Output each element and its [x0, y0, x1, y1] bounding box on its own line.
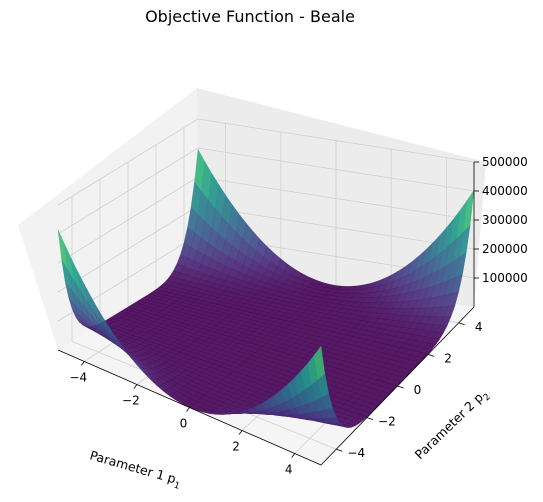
- back-wall-grid-z: [197, 176, 475, 221]
- y-tick-mark: [427, 354, 435, 357]
- back-wall-grid-z: [197, 205, 475, 250]
- back-wall-grid-z: [197, 147, 475, 192]
- surface-mesh: [57, 148, 475, 428]
- y-tick-label: 2: [444, 351, 452, 365]
- x-axis-label-subscript: 1: [173, 481, 181, 492]
- x-tick-label: −2: [122, 394, 140, 408]
- z-tick-label: 500000: [482, 155, 528, 169]
- chart-title: Objective Function - Beale: [145, 7, 355, 26]
- axis-lines: [57, 161, 479, 466]
- x-tick-mark: [80, 361, 85, 366]
- z-tick-label: 400000: [482, 184, 528, 198]
- y-tick-label: 0: [414, 383, 422, 397]
- x-tick-label: 0: [180, 417, 188, 431]
- x-tick-mark: [186, 407, 190, 412]
- x-tick-mark: [238, 430, 243, 435]
- x-axis-label: Parameter 1 p1: [87, 447, 183, 491]
- y-axis-label-subscript: 2: [482, 392, 493, 403]
- left-wall-grid-z: [57, 205, 199, 293]
- x-tick-label: −4: [69, 371, 87, 385]
- y-tick-label: −4: [347, 446, 365, 460]
- left-wall-pane: [18, 88, 198, 350]
- left-wall-grid-z: [57, 118, 199, 206]
- y-axis-label: Parameter 2 p2: [412, 386, 493, 465]
- x-tick-mark: [133, 384, 138, 389]
- x-tick-label: 2: [232, 440, 240, 454]
- z-tick-label: 200000: [482, 242, 528, 256]
- y-tick-label: −2: [378, 415, 396, 429]
- y-tick-mark: [458, 322, 465, 326]
- x-tick-label: 4: [285, 463, 293, 477]
- y-tick-mark: [366, 417, 374, 420]
- y-tick-label: 4: [475, 320, 483, 334]
- back-wall-grid-z: [197, 118, 475, 163]
- left-wall-grid-z: [57, 176, 199, 264]
- surface-patch: [314, 345, 325, 380]
- y-tick-mark: [397, 385, 404, 389]
- x-tick-mark: [291, 453, 296, 458]
- z-tick-label: 100000: [482, 271, 528, 285]
- z-tick-label: 300000: [482, 213, 528, 227]
- left-wall-grid-z: [57, 147, 199, 235]
- tick-labels: −4 −2 0 2 4 −4 −2 0 2 4 100000 200000 300000 400000 50…: [69, 155, 527, 477]
- y-tick-mark: [336, 448, 343, 452]
